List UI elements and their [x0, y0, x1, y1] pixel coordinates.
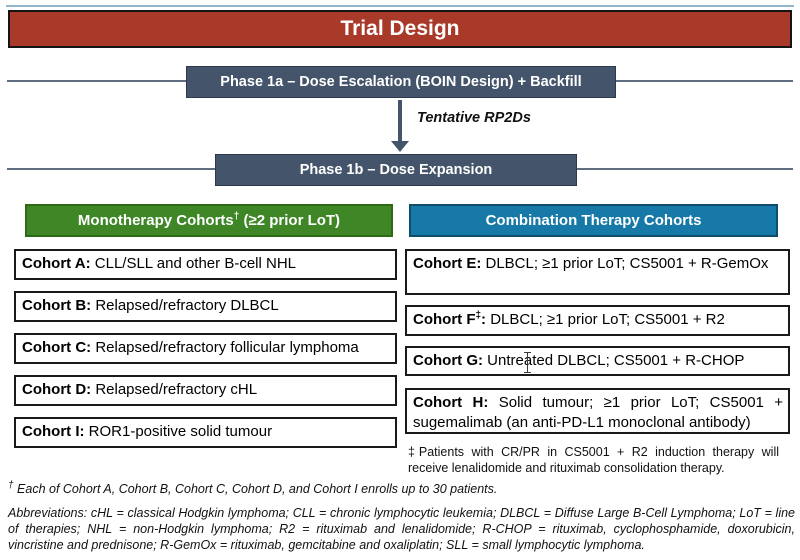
cohort-a-desc: CLL/SLL and other B-cell NHL: [90, 255, 296, 272]
monotherapy-header: Monotherapy Cohorts† (≥2 prior LoT): [25, 204, 393, 237]
cohort-box-a: Cohort A: CLL/SLL and other B-cell NHL: [14, 249, 397, 280]
phase1a-label: Phase 1a – Dose Escalation (BOIN Design)…: [220, 74, 582, 90]
cohort-box-i: Cohort I: ROR1-positive solid tumour: [14, 417, 397, 448]
cohort-f-desc: DLBCL; ≥1 prior LoT; CS5001 + R2: [486, 311, 725, 328]
text-cursor-icon: [524, 372, 531, 373]
cohort-g-desc: Untreated DLBCL; CS5001 + R-CHOP: [483, 352, 745, 369]
cohort-box-b: Cohort B: Relapsed/refractory DLBCL: [14, 291, 397, 322]
text-cursor-icon: [527, 353, 528, 372]
phase1a-box: Phase 1a – Dose Escalation (BOIN Design)…: [186, 66, 616, 98]
page-title: Trial Design: [340, 17, 460, 40]
phase1b-box: Phase 1b – Dose Expansion: [215, 154, 577, 186]
combination-footnote: ‡Patients with CR/PR in CS5001 + R2 indu…: [408, 445, 779, 475]
cohort-box-f: Cohort F‡: DLBCL; ≥1 prior LoT; CS5001 +…: [405, 305, 790, 336]
title-banner: Trial Design: [8, 10, 792, 48]
cohort-h-desc: Solid tumour; ≥1 prior LoT; CS5001 + sug…: [413, 394, 784, 431]
cohort-box-e: Cohort E: DLBCL; ≥1 prior LoT; CS5001 + …: [405, 249, 790, 295]
combination-header: Combination Therapy Cohorts: [409, 204, 778, 237]
down-arrow-shaft: [398, 100, 402, 141]
combination-header-label: Combination Therapy Cohorts: [485, 212, 702, 229]
cohort-box-g: Cohort G: Untreated DLBCL; CS5001 + R-CH…: [405, 346, 790, 376]
dagger-footnote: † Each of Cohort A, Cohort B, Cohort C, …: [8, 479, 498, 496]
cohort-box-h: Cohort H: Solid tumour; ≥1 prior LoT; CS…: [405, 388, 790, 434]
cohort-i-desc: ROR1-positive solid tumour: [84, 423, 273, 440]
top-accent-line: [6, 5, 794, 7]
cohort-box-c: Cohort C: Relapsed/refractory follicular…: [14, 333, 397, 364]
text-cursor-icon: [524, 352, 531, 353]
cohort-c-desc: Relapsed/refractory follicular lymphoma: [91, 339, 359, 356]
abbreviations-footnote: Abbreviations: cHL = classical Hodgkin l…: [8, 506, 795, 552]
cohort-e-desc: DLBCL; ≥1 prior LoT; CS5001 + R-GemOx: [481, 255, 769, 272]
cohort-d-desc: Relapsed/refractory cHL: [91, 381, 258, 398]
cohort-b-desc: Relapsed/refractory DLBCL: [91, 297, 279, 314]
phase1b-label: Phase 1b – Dose Expansion: [299, 162, 493, 178]
monotherapy-header-label: Monotherapy Cohorts† (≥2 prior LoT): [77, 211, 341, 230]
dagger-sup: †: [233, 211, 240, 222]
arrow-label: Tentative RP2Ds: [417, 110, 531, 126]
down-arrow-head-icon: [391, 141, 409, 152]
cohort-box-d: Cohort D: Relapsed/refractory cHL: [14, 375, 397, 406]
